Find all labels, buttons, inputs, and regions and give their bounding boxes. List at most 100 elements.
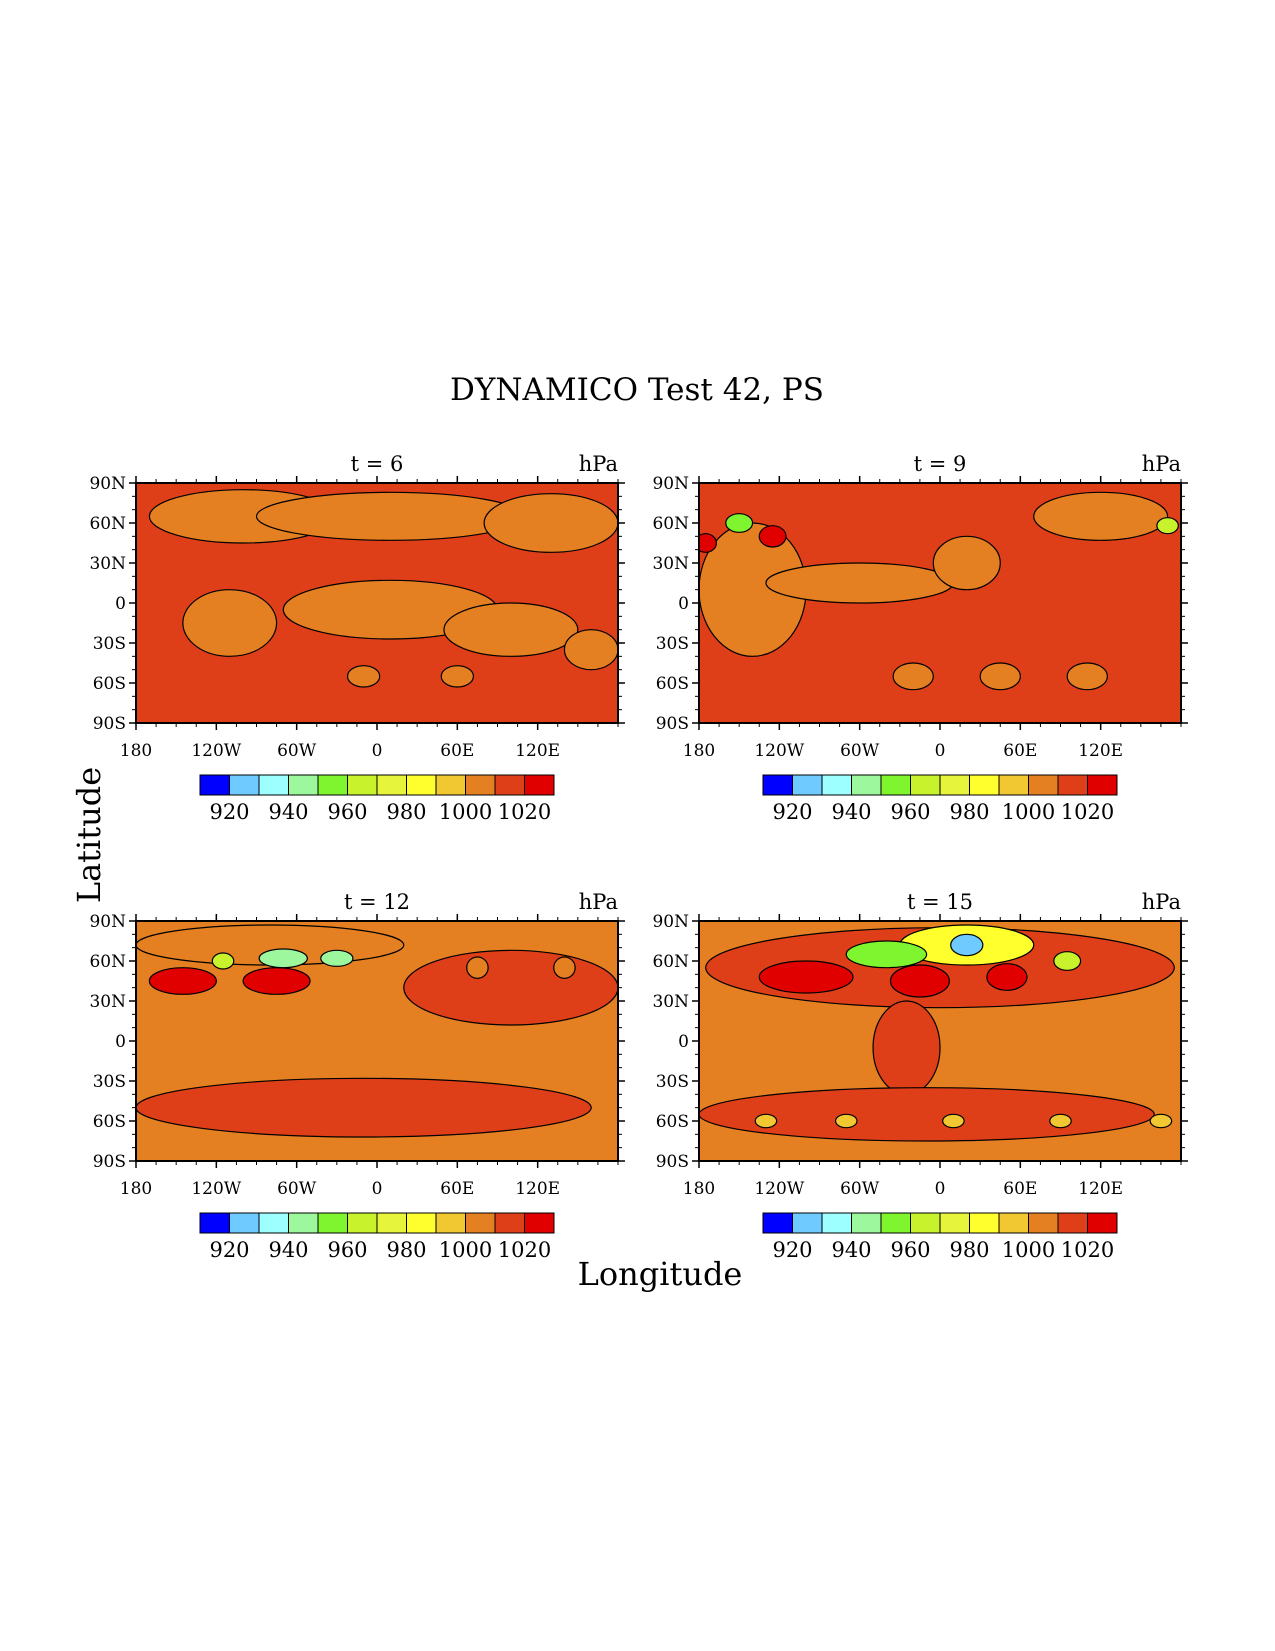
colorbar-swatch (524, 1212, 555, 1234)
contour-region (320, 949, 354, 967)
colorbar-swatch (969, 1212, 1000, 1234)
panel-subtitle: t = 9 (914, 452, 967, 476)
y-tick-label: 90S (656, 1152, 689, 1172)
y-tick-label: 90N (652, 912, 689, 932)
y-tick-label: 60S (93, 674, 126, 694)
colorbar-swatch (199, 1212, 230, 1234)
colorbar: 920 940 960 980 1000 1020 (199, 1212, 555, 1262)
contour-region (889, 964, 950, 998)
contour-region (845, 940, 928, 969)
colorbar-swatch (821, 1212, 852, 1234)
colorbar-label: 1020 (498, 800, 551, 824)
y-tick-label: 0 (678, 1032, 689, 1052)
plot-area (136, 921, 618, 1161)
units-label: hPa (579, 452, 618, 476)
contour-region (758, 525, 787, 548)
x-tick-label: 180 (683, 741, 715, 761)
contour-region (440, 665, 474, 688)
x-tick-label: 60W (840, 741, 880, 761)
contour-region (765, 562, 954, 604)
y-tick-label: 30N (89, 554, 126, 574)
x-axis-label: Longitude (578, 1255, 743, 1293)
colorbar-swatch (792, 1212, 823, 1234)
colorbar-swatch (229, 774, 260, 796)
units-label: hPa (1142, 890, 1181, 914)
colorbar-swatch (880, 774, 911, 796)
colorbar-label: 1000 (1002, 1238, 1055, 1262)
contour-region (242, 967, 311, 995)
contour-region (466, 956, 489, 979)
colorbar-swatch (880, 1212, 911, 1234)
x-tick-label: 60W (277, 1179, 317, 1199)
colorbar-swatch (258, 774, 289, 796)
x-tick-label: 120E (1078, 741, 1123, 761)
y-tick-label: 60N (652, 514, 689, 534)
colorbar-label: 980 (949, 800, 989, 824)
colorbar-label: 920 (772, 1238, 812, 1262)
y-tick-label: 0 (115, 1032, 126, 1052)
y-tick-label: 60S (93, 1112, 126, 1132)
x-tick-label: 60W (840, 1179, 880, 1199)
contour-region (950, 933, 984, 957)
colorbar-label: 940 (268, 800, 308, 824)
colorbar-label: 920 (209, 800, 249, 824)
plot-area (699, 483, 1181, 723)
colorbar-swatch (762, 774, 793, 796)
contour-region (979, 662, 1021, 691)
colorbar-label: 920 (209, 1238, 249, 1262)
colorbar-swatch (1087, 774, 1118, 796)
contour-region (758, 960, 854, 994)
colorbar-swatch (376, 774, 407, 796)
y-tick-label: 90N (89, 474, 126, 494)
colorbar-swatch (1028, 1212, 1059, 1234)
colorbar-swatch (465, 1212, 496, 1234)
colorbar-label: 1000 (439, 800, 492, 824)
panel-1: 180 120W 60W 0 60E 120E 90N 60N 30N 0 30S 60S 90S t =… (89, 452, 625, 824)
x-tick-label: 0 (935, 741, 946, 761)
y-tick-label: 90S (93, 714, 126, 734)
contour-region (834, 1113, 858, 1129)
contour-region (932, 535, 1001, 591)
contour-region (872, 1000, 941, 1095)
contour-region (754, 1113, 778, 1129)
colorbar: 920 940 960 980 1000 1020 (199, 774, 555, 824)
x-tick-label: 60W (277, 741, 317, 761)
y-tick-label: 0 (115, 594, 126, 614)
contour-region (1033, 491, 1169, 541)
colorbar-swatch (347, 774, 378, 796)
units-label: hPa (1142, 452, 1181, 476)
colorbar-swatch (406, 1212, 437, 1234)
colorbar-label: 1000 (439, 1238, 492, 1262)
colorbar-label: 1020 (1061, 1238, 1114, 1262)
plot-area (136, 483, 618, 723)
contour-region (1066, 662, 1108, 691)
contour-region (1156, 517, 1179, 535)
panel-3: 180 120W 60W 0 60E 120E 90N 60N 30N 0 30S 60S 90S t =… (89, 890, 625, 1262)
colorbar-swatch (910, 774, 941, 796)
colorbar-swatch (494, 1212, 525, 1234)
x-tick-label: 180 (683, 1179, 715, 1199)
contour-region (483, 493, 618, 553)
colorbar-label: 940 (831, 1238, 871, 1262)
x-tick-label: 120W (754, 741, 804, 761)
y-tick-label: 90S (93, 1152, 126, 1172)
colorbar-label: 980 (386, 1238, 426, 1262)
x-tick-label: 180 (120, 741, 152, 761)
panel-subtitle: t = 6 (351, 452, 404, 476)
y-tick-label: 30N (89, 992, 126, 1012)
x-tick-label: 0 (372, 1179, 383, 1199)
colorbar-swatch (998, 1212, 1029, 1234)
contour-region (892, 662, 934, 691)
colorbar-label: 1020 (498, 1238, 551, 1262)
contour-region (136, 1077, 592, 1138)
colorbar-swatch (792, 774, 823, 796)
contour-region (563, 629, 618, 671)
contour-region (443, 602, 579, 657)
contour-region (403, 949, 618, 1026)
colorbar-swatch (288, 1212, 319, 1234)
contour-region (699, 1087, 1155, 1142)
colorbar-swatch (288, 774, 319, 796)
x-tick-label: 0 (372, 741, 383, 761)
contour-region (942, 1113, 965, 1129)
contour-region (1149, 1113, 1173, 1129)
